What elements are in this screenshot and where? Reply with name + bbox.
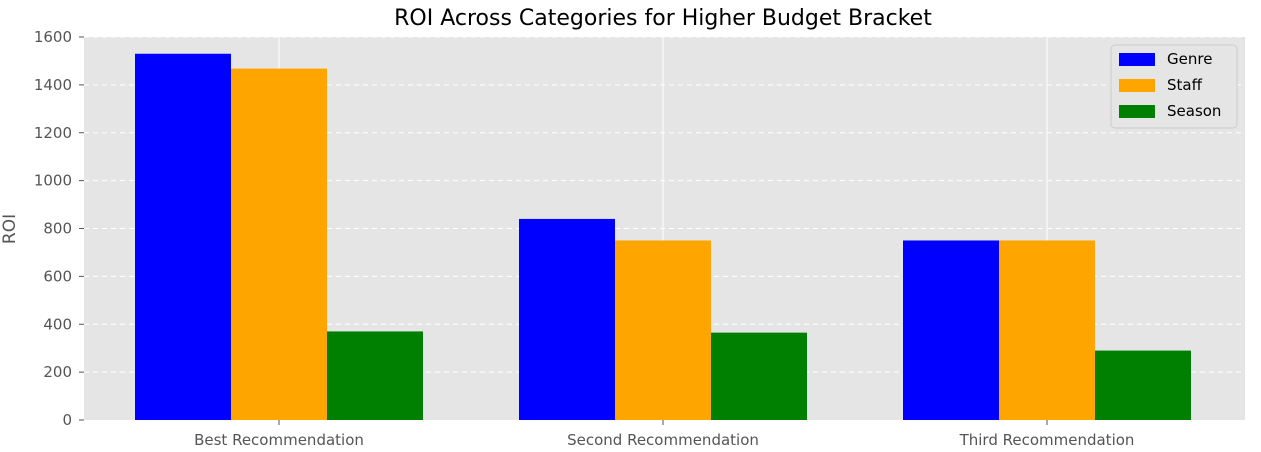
y-tick-label: 800: [43, 220, 72, 238]
x-tick-label: Third Recommendation: [959, 431, 1135, 449]
legend-swatch-season: [1119, 105, 1155, 118]
bar-season-1: [327, 331, 423, 420]
legend-label-staff: Staff: [1167, 76, 1203, 94]
y-tick-label: 1000: [34, 172, 72, 190]
x-tick-label: Best Recommendation: [194, 431, 364, 449]
legend-label-season: Season: [1167, 102, 1221, 120]
bar-genre-1: [135, 53, 231, 420]
y-tick-label: 0: [62, 411, 72, 429]
bar-season-2: [711, 332, 807, 420]
bar-staff-1: [231, 68, 327, 420]
y-tick-label: 600: [43, 267, 72, 285]
bar-genre-3: [903, 240, 999, 420]
y-tick-label: 200: [43, 363, 72, 381]
y-tick-label: 1400: [34, 76, 72, 94]
y-axis-ticks: 0 200 400 600 800 1000 1200 1400 1600: [34, 28, 84, 429]
chart-title: ROI Across Categories for Higher Budget …: [394, 6, 932, 31]
bar-season-3: [1095, 350, 1191, 420]
legend-swatch-genre: [1119, 53, 1155, 66]
y-tick-label: 1600: [34, 28, 72, 46]
bar-staff-2: [615, 240, 711, 420]
legend: Genre Staff Season: [1110, 44, 1238, 129]
y-tick-label: 400: [43, 315, 72, 333]
y-axis-label: ROI: [0, 214, 20, 244]
x-tick-label: Second Recommendation: [567, 431, 759, 449]
bar-genre-2: [519, 218, 615, 420]
bar-staff-3: [999, 240, 1095, 420]
legend-label-genre: Genre: [1167, 50, 1212, 68]
bars: [135, 53, 1191, 420]
x-axis-ticks: Best Recommendation Second Recommendation…: [194, 420, 1134, 449]
y-tick-label: 1200: [34, 124, 72, 142]
legend-swatch-staff: [1119, 79, 1155, 92]
